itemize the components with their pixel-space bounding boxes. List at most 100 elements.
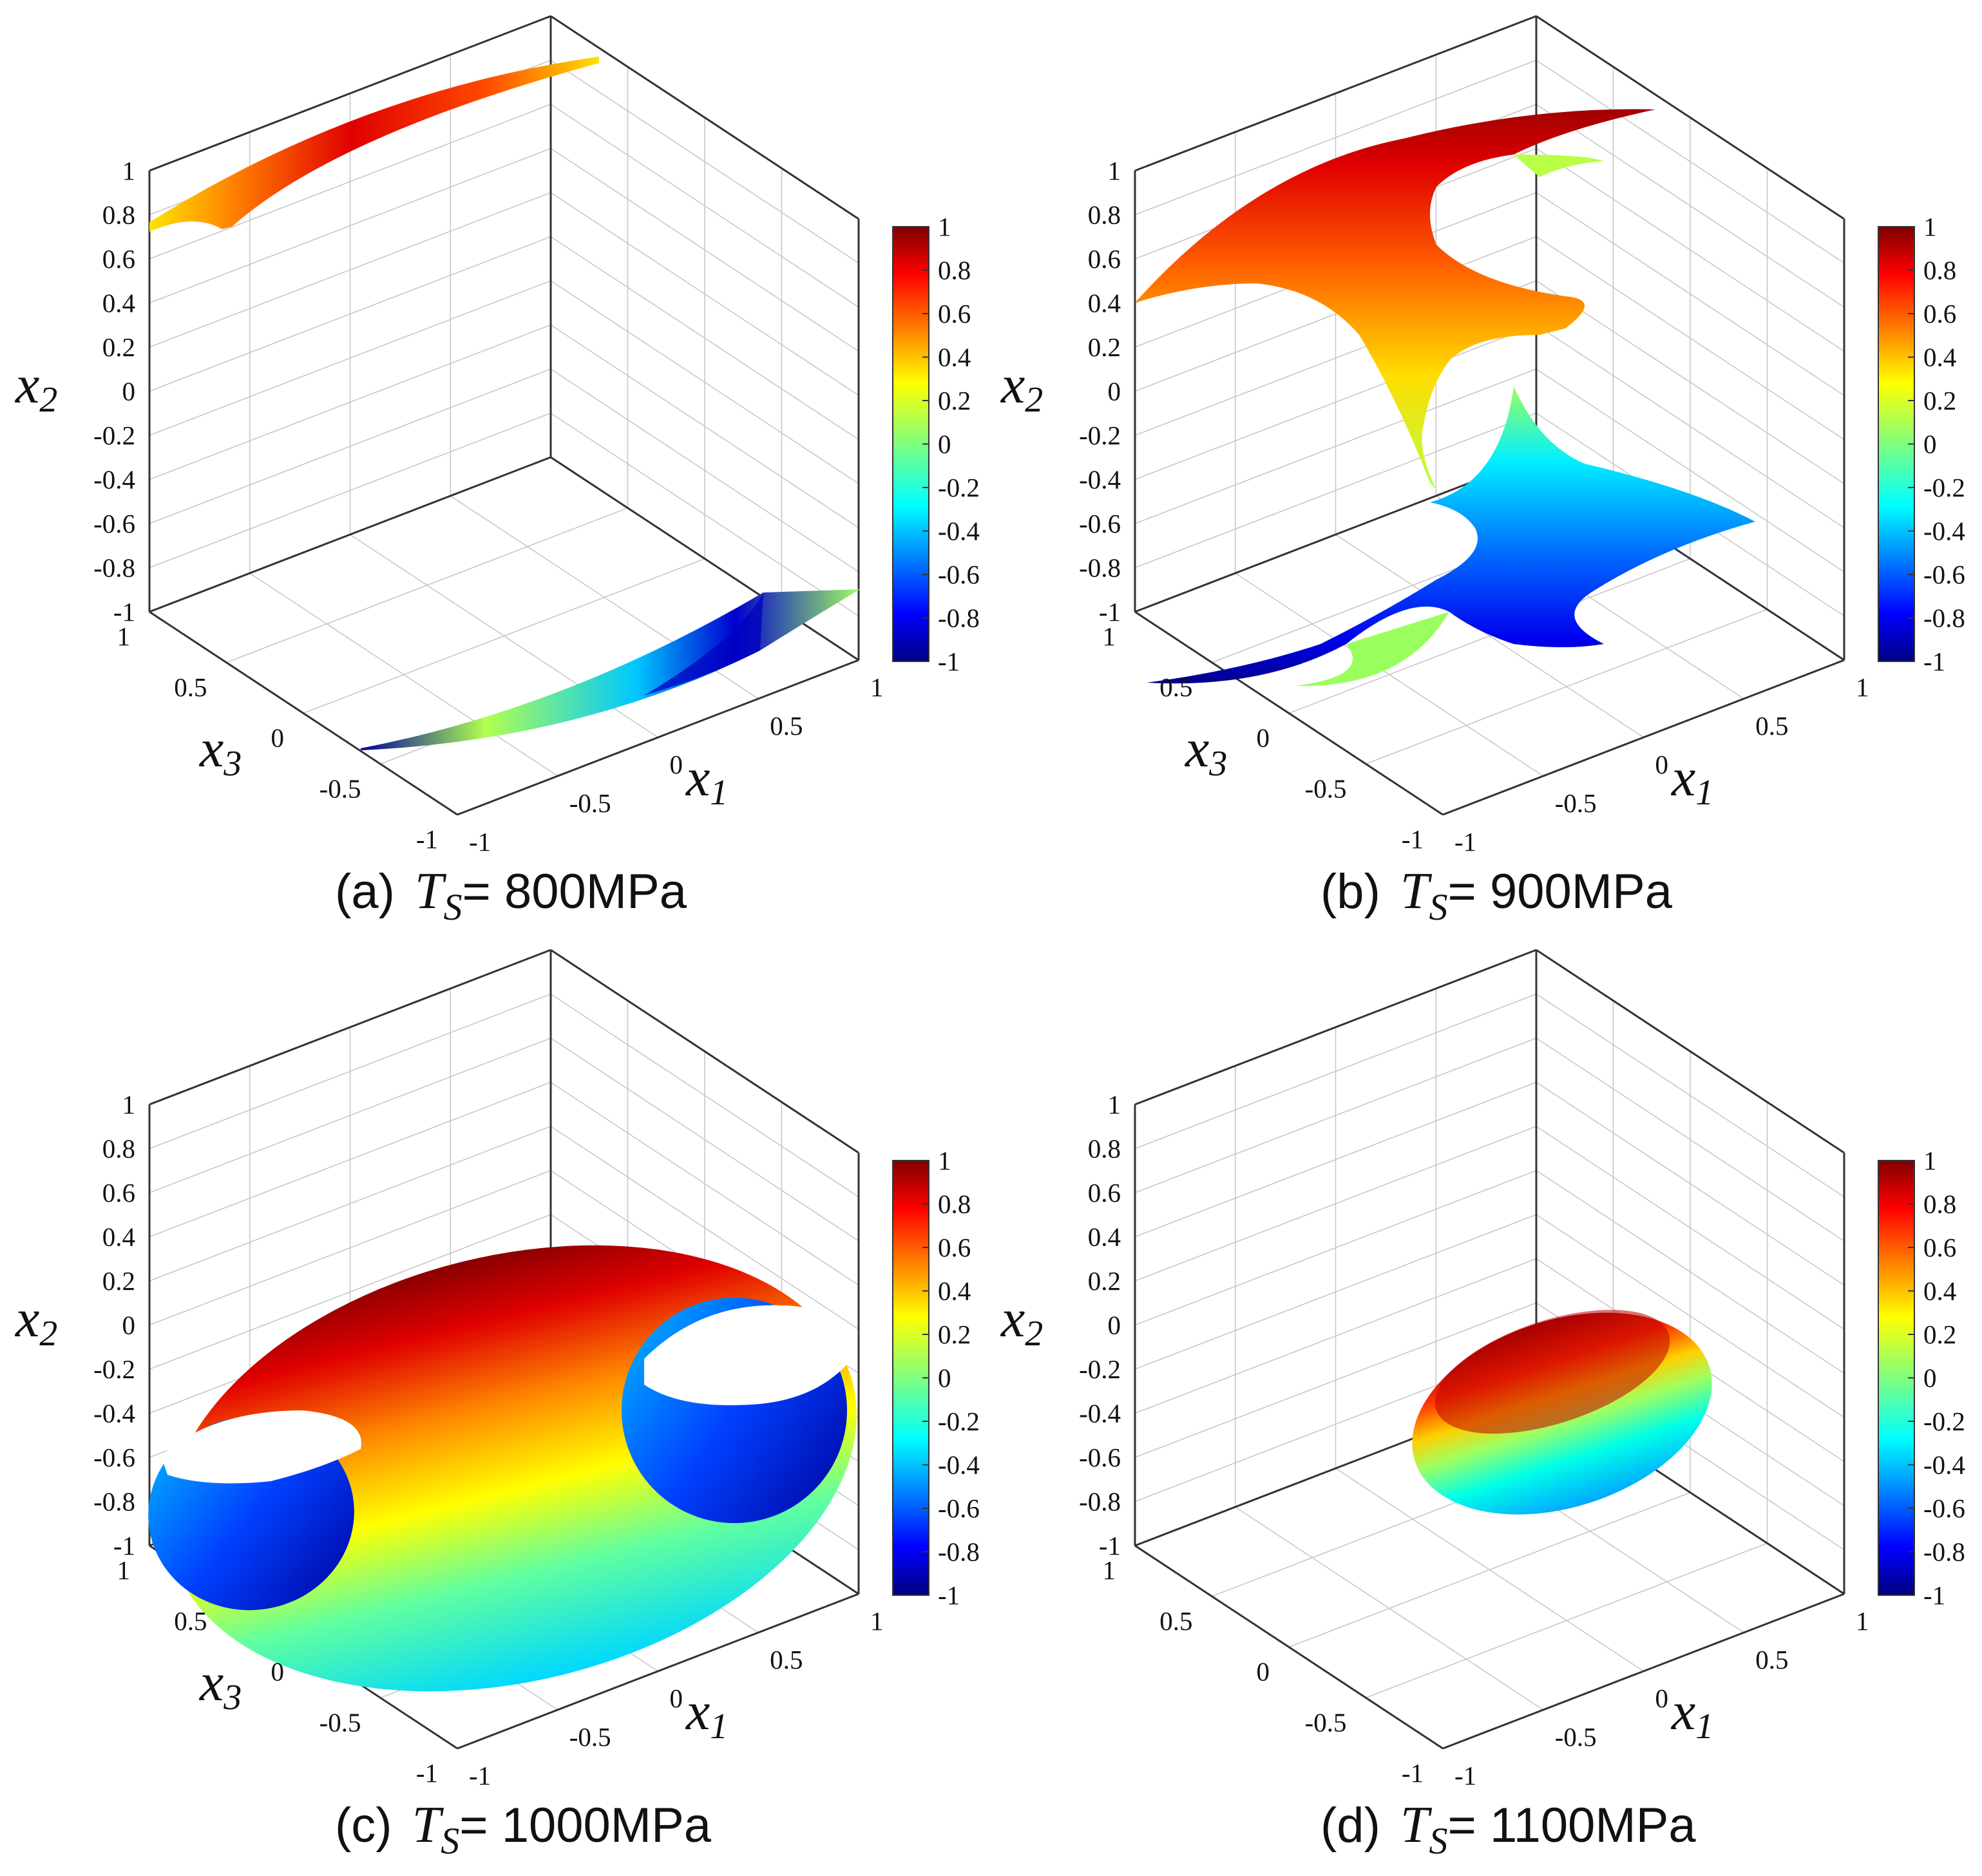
x2-tick-label: 0.4	[102, 289, 135, 318]
x1-tick-label: 0	[1655, 750, 1669, 779]
x2-tick-label: -0.4	[1079, 465, 1121, 495]
frame-edge	[1442, 659, 1845, 816]
x2-tick-label: -0.4	[93, 465, 135, 495]
colorbar-tick-label: -0.6	[1923, 560, 1965, 589]
x1-tick-labels: -1 -0.5 0 0.5 1	[469, 672, 884, 857]
x2-tick-label: 0.2	[102, 332, 135, 362]
x2-tick-label: 1	[1108, 1090, 1121, 1119]
colorbar-tick-label: -0.4	[938, 516, 980, 546]
x2-tick-labels: -1 -0.8 -0.6 -0.4 -0.2 0 0.2 0.4 0.6 0.8 1	[93, 156, 135, 627]
x1-axis-label: x1	[685, 748, 728, 813]
colorbar-tick-label: -1	[938, 1580, 960, 1610]
surface	[149, 57, 860, 750]
x3-tick-labels: -1 -0.5 0 0.5 1	[117, 621, 439, 854]
frame-edge	[149, 456, 551, 613]
x3-tick-label: -0.5	[1305, 1707, 1347, 1737]
x2-tick-label: -1	[1099, 1531, 1121, 1560]
frame-edge	[1536, 15, 1845, 220]
x2-tick-label: 0.4	[1088, 289, 1121, 318]
x2-tick-label: 1	[1108, 156, 1121, 185]
x2-tick-label: 0.6	[1088, 1178, 1121, 1208]
x2-tick-label: -1	[113, 597, 135, 627]
x2-tick-label: -0.8	[93, 553, 135, 583]
frame-edge	[457, 659, 859, 816]
frame-edge	[550, 456, 859, 661]
frame-edge	[1442, 1593, 1845, 1750]
x1-axis-label: x1	[1670, 1682, 1713, 1747]
subplot-c: -1-0.8-0.6-0.4-0.200.20.40.60.81-1-0.500…	[14, 949, 980, 1862]
colorbar-tick-label: 1	[1923, 212, 1937, 242]
x2-axis-label: x2	[14, 355, 57, 420]
colorbar-tick-label: -0.2	[938, 1407, 980, 1436]
subplot-caption: (c) TS= 1000MPa	[335, 1797, 712, 1862]
x1-tick-label: 0	[1655, 1683, 1669, 1713]
x1-axis-label: x1	[685, 1682, 728, 1747]
x1-tick-labels: -1 -0.5 0 0.5 1	[469, 1606, 884, 1790]
x2-tick-label: 0.8	[1088, 1134, 1121, 1164]
frame-edge	[1134, 611, 1444, 816]
colorbar-tick-label: -0.2	[1923, 1407, 1965, 1436]
x1-tick-label: 0	[670, 1683, 683, 1713]
x2-tick-label: -0.4	[93, 1399, 135, 1428]
surface-ellipsoid-cap	[1434, 1309, 1670, 1434]
x3-axis-label: x3	[1184, 719, 1227, 784]
x3-tick-label: 1	[1103, 621, 1116, 651]
x2-tick-label: 0.6	[102, 1178, 135, 1208]
x2-tick-label: 0.2	[102, 1266, 135, 1296]
x3-tick-labels: -1 -0.5 0 0.5 1	[1103, 1555, 1424, 1788]
x1-tick-label: -0.5	[569, 788, 611, 818]
surface-upper-sheet	[1135, 109, 1655, 489]
frame-edge	[457, 1593, 859, 1750]
surface-upper-tip	[1514, 155, 1604, 177]
x2-tick-label: -0.4	[1079, 1399, 1121, 1428]
x1-tick-label: 1	[870, 672, 884, 702]
x3-tick-label: 0.5	[174, 672, 207, 702]
x2-axis-label: x2	[1000, 355, 1043, 420]
subplot-caption: (b) TS= 900MPa	[1320, 863, 1673, 928]
x2-tick-label: 0	[1108, 377, 1121, 406]
x2-tick-label: 1	[122, 1090, 136, 1119]
surface	[148, 1245, 857, 1692]
x2-tick-label: 0	[122, 377, 136, 406]
x1-tick-label: 1	[870, 1606, 884, 1636]
frame-edge	[550, 949, 859, 1154]
colorbar-tick-label: 0.4	[1923, 343, 1956, 372]
x2-tick-label: -1	[113, 1531, 135, 1560]
x2-tick-label: -0.2	[93, 421, 135, 450]
x1-tick-label: 1	[1856, 672, 1869, 702]
x3-tick-label: -1	[416, 824, 438, 854]
x2-tick-label: 0.6	[1088, 244, 1121, 274]
colorbar-tick-label: 0.2	[1923, 1320, 1956, 1349]
colorbar-tick-label: -0.2	[1923, 473, 1965, 502]
colorbar: -1 -0.8 -0.6 -0.4 -0.2 0 0.2 0.4 0.6 0.8 1	[892, 1146, 980, 1610]
colorbar-tick-label: 1	[1923, 1146, 1937, 1175]
x1-tick-label: -1	[469, 1761, 491, 1790]
colorbar-tick-label: -0.4	[1923, 516, 1965, 546]
surface-lower-sheet	[1147, 386, 1755, 684]
colorbar-tick-label: 0	[938, 1363, 951, 1393]
surface-hole-right	[644, 1305, 857, 1405]
colorbar-tick-label: 1	[938, 1146, 951, 1175]
grid-line	[303, 558, 705, 714]
x3-axis-label: x3	[198, 719, 242, 784]
colorbar-tick-label: -0.8	[938, 1537, 980, 1567]
x2-axis-label: x2	[14, 1289, 57, 1354]
subplot-caption: (a) TS= 800MPa	[335, 863, 687, 928]
colorbar-tick-label: -0.8	[1923, 1537, 1965, 1567]
colorbar-tick-label: 0	[1923, 1363, 1937, 1393]
grid-line	[1288, 1492, 1691, 1648]
x3-tick-labels: -1 -0.5 0 0.5 1	[117, 1555, 439, 1788]
x3-tick-label: 0	[271, 723, 285, 753]
x3-tick-label: 0.5	[1159, 672, 1192, 702]
colorbar-tick-label: 0	[1923, 430, 1937, 459]
x3-tick-label: -1	[416, 1758, 438, 1788]
x2-tick-label: -0.2	[1079, 421, 1121, 450]
colorbar-tick-label: 0.4	[1923, 1276, 1956, 1306]
colorbar-tick-label: -0.6	[1923, 1493, 1965, 1523]
x1-tick-label: 1	[1856, 1606, 1869, 1636]
colorbar: -1 -0.8 -0.6 -0.4 -0.2 0 0.2 0.4 0.6 0.8 1	[1878, 212, 1965, 676]
frame-edge	[550, 15, 859, 220]
x2-tick-labels: -1 -0.8 -0.6 -0.4 -0.2 0 0.2 0.4 0.6 0.8 1	[1079, 1090, 1121, 1560]
x2-tick-label: -0.6	[93, 1443, 135, 1472]
x2-tick-labels: -1 -0.8 -0.6 -0.4 -0.2 0 0.2 0.4 0.6 0.8 1	[93, 1090, 135, 1560]
